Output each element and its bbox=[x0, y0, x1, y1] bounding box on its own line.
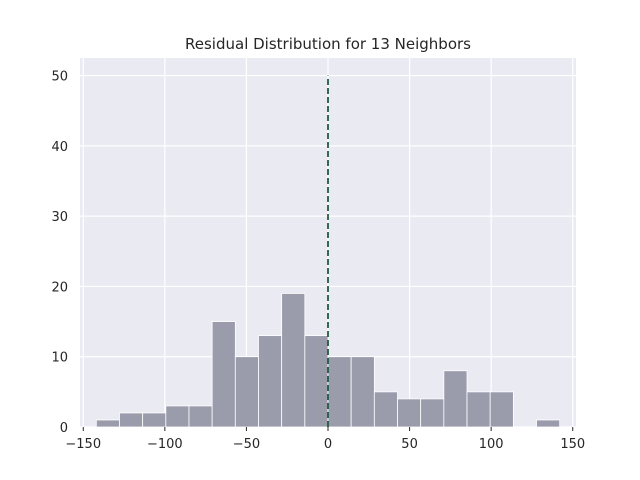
histogram-bar bbox=[211, 321, 236, 428]
histogram-bar bbox=[119, 412, 144, 428]
x-tick-label: 0 bbox=[324, 437, 332, 452]
histogram-bar bbox=[489, 391, 514, 428]
y-tick-label: 10 bbox=[51, 351, 68, 366]
y-tick-label: 0 bbox=[60, 421, 68, 436]
histogram-bar bbox=[420, 398, 445, 428]
chart-title: Residual Distribution for 13 Neighbors bbox=[185, 35, 471, 53]
histogram-bar bbox=[188, 405, 213, 428]
histogram-bar bbox=[142, 412, 167, 428]
y-axis-ticks: 0 10 20 30 40 50 bbox=[51, 70, 68, 436]
y-tick-label: 50 bbox=[51, 70, 68, 85]
x-axis-ticks: −150 −100 −50 0 50 100 150 bbox=[65, 427, 585, 452]
x-tick-label: 100 bbox=[479, 437, 504, 452]
histogram-bar bbox=[234, 356, 259, 428]
histogram-bar bbox=[304, 335, 329, 428]
histogram-bar bbox=[350, 356, 375, 428]
x-tick-label: −100 bbox=[147, 437, 183, 452]
x-tick-label: 50 bbox=[401, 437, 418, 452]
x-tick-label: 150 bbox=[560, 437, 585, 452]
histogram-bar bbox=[281, 293, 306, 428]
histogram-bar bbox=[258, 335, 283, 428]
y-tick-label: 20 bbox=[51, 280, 68, 295]
y-tick-label: 40 bbox=[51, 140, 68, 155]
histogram-bar bbox=[373, 391, 398, 428]
x-tick-label: −50 bbox=[233, 437, 260, 452]
y-tick-label: 30 bbox=[51, 210, 68, 225]
histogram-bar bbox=[443, 370, 468, 428]
histogram-bar bbox=[397, 398, 422, 428]
histogram-bars bbox=[95, 293, 561, 428]
x-tick-label: −150 bbox=[65, 437, 101, 452]
histogram-bar bbox=[95, 419, 120, 428]
histogram-bar bbox=[536, 419, 561, 428]
histogram-bar bbox=[466, 391, 491, 428]
histogram-bar bbox=[327, 356, 352, 428]
histogram-bar bbox=[165, 405, 190, 428]
